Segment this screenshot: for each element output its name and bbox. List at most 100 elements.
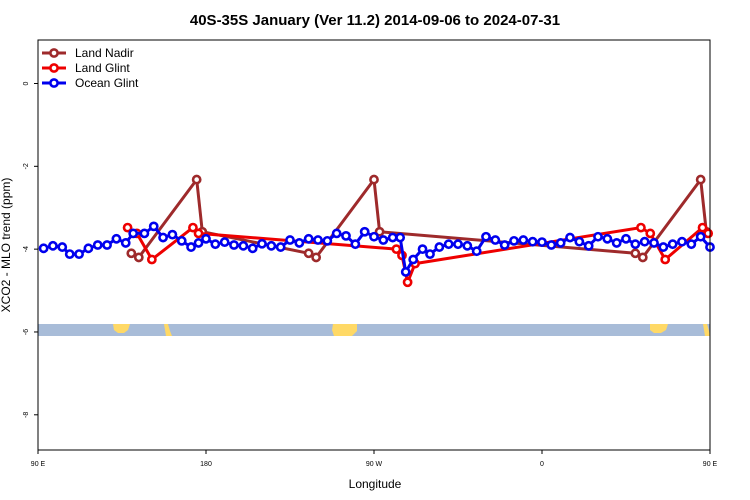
land-glint-point (703, 228, 714, 239)
ocean-glint-point (481, 231, 491, 242)
ocean-glint-point (219, 237, 230, 248)
land-glint-point (645, 228, 656, 239)
land-nadir-point (630, 248, 641, 259)
ocean-glint-point (120, 238, 131, 248)
legend-label-land-nadir: Land Nadir (75, 46, 134, 60)
ocean-band (38, 324, 710, 336)
land-glint-point (188, 222, 198, 233)
ocean-glint-point (285, 235, 295, 245)
ocean-glint-point (434, 242, 445, 252)
ocean-glint-point (201, 233, 211, 244)
ocean-glint-point (621, 233, 631, 244)
ocean-glint-point (341, 230, 351, 241)
land-nadir-point (126, 248, 137, 259)
ocean-glint-point (667, 239, 678, 250)
ocean-glint-point (443, 239, 454, 250)
ocean-glint-point (686, 239, 697, 250)
ocean-glint-point (247, 243, 258, 254)
ocean-glint-point (313, 235, 323, 245)
ocean-glint-point (238, 240, 249, 251)
ocean-glint-point (509, 235, 519, 246)
ocean-glint-point (193, 238, 204, 248)
land-patch (332, 324, 357, 336)
ocean-glint-point (275, 242, 286, 252)
ocean-glint-point (83, 243, 94, 254)
legend-swatch-point-land-nadir (49, 48, 59, 58)
land-nadir-point (303, 248, 314, 259)
ocean-glint-point (167, 229, 178, 240)
x-axis: 90 E 180 90 W 0 90 E (31, 450, 718, 468)
ocean-glint-point (294, 238, 305, 248)
land-nadir-point (133, 252, 144, 263)
ocean-glint-point (176, 235, 187, 246)
ocean-glint-point (210, 239, 221, 250)
land-nadir-point (637, 252, 648, 263)
y-tick-label: -4 (23, 246, 30, 252)
y-axis-label: XCO2 - MLO trend (ppm) (0, 178, 13, 313)
ocean-glint-point (92, 240, 103, 250)
ocean-glint-point (555, 238, 566, 248)
ocean-glint-point (38, 243, 49, 254)
ocean-glint-point (148, 221, 159, 232)
ocean-glint-point (462, 240, 473, 251)
series-layer (38, 174, 715, 288)
ocean-glint-point (387, 232, 398, 243)
map-strip (38, 324, 710, 336)
land-nadir-point (191, 174, 202, 185)
ocean-glint-point (499, 240, 510, 250)
ocean-glint-point (408, 254, 419, 265)
land-glint-point (122, 222, 133, 233)
land-glint-point (193, 228, 204, 239)
ocean-glint-point (350, 239, 361, 250)
ocean-glint-point (128, 228, 139, 239)
land-nadir-point (369, 174, 379, 185)
ocean-glint-point (74, 249, 84, 260)
ocean-glint-point (639, 236, 650, 247)
land-glint-point (636, 222, 646, 233)
ocean-glint-point (630, 239, 641, 250)
chart-title: 40S-35S January (Ver 11.2) 2014-09-06 to… (190, 12, 560, 29)
land-glint-point (660, 254, 671, 265)
ocean-glint-point (158, 232, 168, 243)
ocean-glint-point (425, 249, 435, 260)
ocean-glint-point (369, 231, 379, 242)
ocean-glint-point (48, 240, 58, 251)
ocean-glint-point (359, 226, 370, 237)
legend-swatch-point-ocean-glint (49, 78, 59, 88)
ocean-glint-point (574, 236, 585, 247)
land-nadir-point (374, 226, 385, 237)
land-glint-point (391, 244, 402, 255)
ocean-glint-point (658, 242, 669, 252)
ocean-glint-point (537, 237, 547, 248)
ocean-glint-point (453, 239, 463, 250)
ocean-glint-point (583, 240, 594, 251)
ocean-glint-point (565, 232, 575, 243)
land-patch (113, 324, 130, 333)
ocean-glint-point (102, 240, 112, 250)
x-tick-label: 90 W (366, 461, 383, 468)
land-patch (703, 324, 710, 336)
ocean-glint-point (649, 238, 659, 248)
ocean-glint-point (303, 233, 314, 244)
ocean-glint-point (266, 240, 277, 251)
legend-label-ocean-glint: Ocean Glint (75, 76, 139, 90)
ocean-glint-point (229, 240, 239, 250)
y-tick-label: -8 (23, 412, 30, 418)
ocean-glint-point (322, 235, 333, 246)
x-axis-label: Longitude (349, 477, 402, 491)
legend-label-land-glint: Land Glint (75, 61, 130, 75)
ocean-glint-point (546, 240, 557, 250)
y-tick-label: -2 (23, 163, 30, 169)
ocean-glint-point (395, 232, 406, 243)
land-patch (650, 324, 668, 333)
ocean-glint-point (490, 235, 501, 245)
ocean-glint-point (257, 238, 267, 249)
y-tick-label: 0 (23, 81, 30, 85)
land-glint-point (146, 254, 157, 265)
ocean-glint-point (611, 238, 622, 248)
land-glint-point (697, 222, 708, 233)
ocean-glint-point (111, 233, 122, 244)
land-patch (164, 324, 172, 336)
y-axis: 0 -2 -4 -6 -8 (23, 81, 38, 418)
